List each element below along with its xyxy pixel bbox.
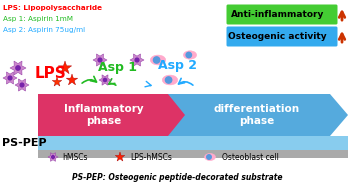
Ellipse shape bbox=[205, 153, 216, 160]
Text: Asp 2: Asp 2 bbox=[159, 59, 198, 71]
Polygon shape bbox=[93, 54, 107, 66]
Ellipse shape bbox=[150, 55, 166, 65]
Text: LPS: LPS bbox=[34, 66, 66, 81]
Polygon shape bbox=[38, 94, 186, 136]
FancyBboxPatch shape bbox=[38, 136, 348, 150]
Text: Anti-inflammatory: Anti-inflammatory bbox=[231, 10, 324, 19]
Text: LPS: Lipopolysaccharide: LPS: Lipopolysaccharide bbox=[3, 5, 102, 11]
Polygon shape bbox=[99, 75, 111, 85]
Circle shape bbox=[20, 83, 24, 87]
Circle shape bbox=[8, 76, 12, 80]
Text: PS-PEP: PS-PEP bbox=[2, 138, 47, 148]
Polygon shape bbox=[66, 74, 78, 85]
Polygon shape bbox=[3, 72, 17, 84]
Circle shape bbox=[153, 57, 160, 63]
Text: Inflammatory
phase: Inflammatory phase bbox=[64, 104, 144, 126]
Circle shape bbox=[165, 77, 172, 83]
Circle shape bbox=[16, 66, 20, 70]
Ellipse shape bbox=[162, 75, 178, 85]
Text: Asp 1: Asp 1 bbox=[98, 61, 137, 74]
FancyBboxPatch shape bbox=[227, 26, 337, 46]
Circle shape bbox=[186, 52, 192, 58]
Polygon shape bbox=[168, 94, 348, 136]
Circle shape bbox=[135, 58, 139, 62]
Polygon shape bbox=[115, 152, 125, 161]
Text: Osteogenic activity: Osteogenic activity bbox=[228, 32, 327, 41]
Ellipse shape bbox=[183, 51, 196, 59]
Polygon shape bbox=[52, 77, 62, 86]
Polygon shape bbox=[130, 54, 144, 66]
Circle shape bbox=[98, 58, 102, 62]
Circle shape bbox=[207, 155, 211, 159]
Polygon shape bbox=[10, 61, 26, 75]
Text: PS-PEP: Osteogenic peptide-decorated substrate: PS-PEP: Osteogenic peptide-decorated sub… bbox=[72, 174, 282, 183]
Text: hMSCs: hMSCs bbox=[62, 153, 87, 161]
Text: differentiation
phase: differentiation phase bbox=[214, 104, 300, 126]
Polygon shape bbox=[58, 61, 72, 74]
Text: LPS-hMSCs: LPS-hMSCs bbox=[130, 153, 172, 161]
FancyBboxPatch shape bbox=[227, 5, 337, 25]
Text: Asp 2: Aspirin 75ug/ml: Asp 2: Aspirin 75ug/ml bbox=[3, 27, 85, 33]
FancyBboxPatch shape bbox=[38, 150, 348, 158]
Polygon shape bbox=[15, 79, 29, 91]
Circle shape bbox=[52, 156, 55, 158]
Circle shape bbox=[103, 78, 107, 82]
Text: Asp 1: Aspirin 1mM: Asp 1: Aspirin 1mM bbox=[3, 16, 73, 22]
Text: Osteoblast cell: Osteoblast cell bbox=[222, 153, 279, 161]
Polygon shape bbox=[48, 153, 58, 161]
